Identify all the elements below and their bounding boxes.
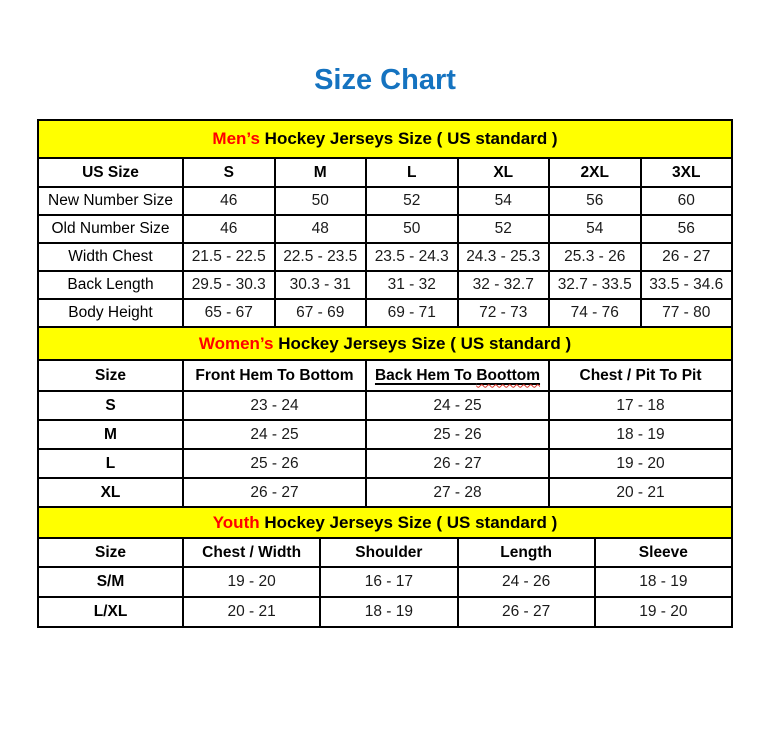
column-header: Size [39,539,182,566]
table-cell: 26 - 27 [367,450,548,477]
youth-section-header: Youth Hockey Jerseys Size ( US standard … [39,508,731,537]
row-label: S/M [39,568,182,596]
womens-section-title: Hockey Jerseys Size ( US standard ) [273,333,572,353]
column-header: Front Hem To Bottom [184,361,365,390]
table-cell: 50 [275,188,365,214]
mens-section-highlight: Men’s [212,129,260,148]
table-cell: 52 [458,216,548,242]
table-cell: 27 - 28 [367,479,548,506]
table-cell: 29.5 - 30.3 [184,272,274,298]
table-cell: 23.5 - 24.3 [367,244,457,270]
womens-size-table: Women’s Hockey Jerseys Size ( US standar… [37,326,733,508]
table-cell: 32.7 - 33.5 [550,272,640,298]
column-header: Shoulder [321,539,457,566]
column-header: Sleeve [595,539,731,566]
column-header: 2XL [550,159,640,186]
page-title: Size Chart [314,64,456,96]
column-header: S [184,159,274,186]
table-cell: 20 - 21 [184,598,320,626]
table-cell: 54 [550,216,640,242]
row-label: Body Height [39,300,182,326]
table-cell: 33.5 - 34.6 [641,272,731,298]
table-cell: 56 [550,188,640,214]
row-label: Back Length [39,272,182,298]
table-cell: 18 - 19 [550,421,731,448]
table-cell: 56 [641,216,731,242]
column-header: Back Hem To Boottom [367,361,548,390]
table-cell: 20 - 21 [550,479,731,506]
table-cell: 26 - 27 [641,244,731,270]
table-cell: 19 - 20 [184,568,320,596]
table-cell: 60 [641,188,731,214]
column-header: Length [458,539,594,566]
column-header: 3XL [641,159,731,186]
youth-size-table: Youth Hockey Jerseys Size ( US standard … [37,506,733,628]
size-chart: Men’s Hockey Jerseys Size ( US standard … [37,119,733,628]
table-cell: 67 - 69 [275,300,365,326]
table-cell: 19 - 20 [550,450,731,477]
table-cell: 50 [367,216,457,242]
table-cell: 23 - 24 [184,392,365,419]
table-cell: 25 - 26 [367,421,548,448]
spellcheck-wavy-text: Boottom [476,366,541,384]
column-header: XL [458,159,548,186]
row-label: Width Chest [39,244,182,270]
column-header: US Size [39,159,182,186]
table-cell: 24 - 26 [458,568,594,596]
mens-section-header: Men’s Hockey Jerseys Size ( US standard … [39,121,731,157]
table-cell: 65 - 67 [184,300,274,326]
womens-section-highlight: Women’s [198,333,274,353]
table-cell: 77 - 80 [641,300,731,326]
table-cell: 26 - 27 [458,598,594,626]
table-cell: 69 - 71 [367,300,457,326]
table-cell: 21.5 - 22.5 [184,244,274,270]
table-cell: 72 - 73 [458,300,548,326]
youth-section-title: Hockey Jerseys Size ( US standard ) [259,512,558,532]
table-cell: 54 [458,188,548,214]
column-header: Chest / Width [184,539,320,566]
table-cell: 19 - 20 [595,598,731,626]
table-cell: 74 - 76 [550,300,640,326]
table-cell: 46 [184,216,274,242]
column-header: Size [39,361,182,390]
youth-section-highlight: Youth [212,512,260,532]
table-cell: 48 [275,216,365,242]
table-cell: 46 [184,188,274,214]
table-cell: 17 - 18 [550,392,731,419]
column-header: L [367,159,457,186]
row-label: Old Number Size [39,216,182,242]
table-cell: 25 - 26 [184,450,365,477]
table-cell: 52 [367,188,457,214]
mens-section-title: Hockey Jerseys Size ( US standard ) [259,129,558,148]
column-header: M [275,159,365,186]
row-label: M [39,421,182,448]
womens-section-header: Women’s Hockey Jerseys Size ( US standar… [39,328,731,359]
table-cell: 24.3 - 25.3 [458,244,548,270]
row-label: New Number Size [39,188,182,214]
table-cell: 18 - 19 [321,598,457,626]
table-cell: 32 - 32.7 [458,272,548,298]
row-label: L/XL [39,598,182,626]
underlined-header-text: Back Hem To Boottom [374,366,541,384]
table-cell: 24 - 25 [184,421,365,448]
table-cell: 18 - 19 [595,568,731,596]
row-label: S [39,392,182,419]
table-cell: 30.3 - 31 [275,272,365,298]
table-cell: 25.3 - 26 [550,244,640,270]
table-cell: 26 - 27 [184,479,365,506]
row-label: L [39,450,182,477]
table-cell: 22.5 - 23.5 [275,244,365,270]
table-cell: 31 - 32 [367,272,457,298]
table-cell: 16 - 17 [321,568,457,596]
row-label: XL [39,479,182,506]
mens-size-table: Men’s Hockey Jerseys Size ( US standard … [37,119,733,328]
table-cell: 24 - 25 [367,392,548,419]
column-header: Chest / Pit To Pit [550,361,731,390]
